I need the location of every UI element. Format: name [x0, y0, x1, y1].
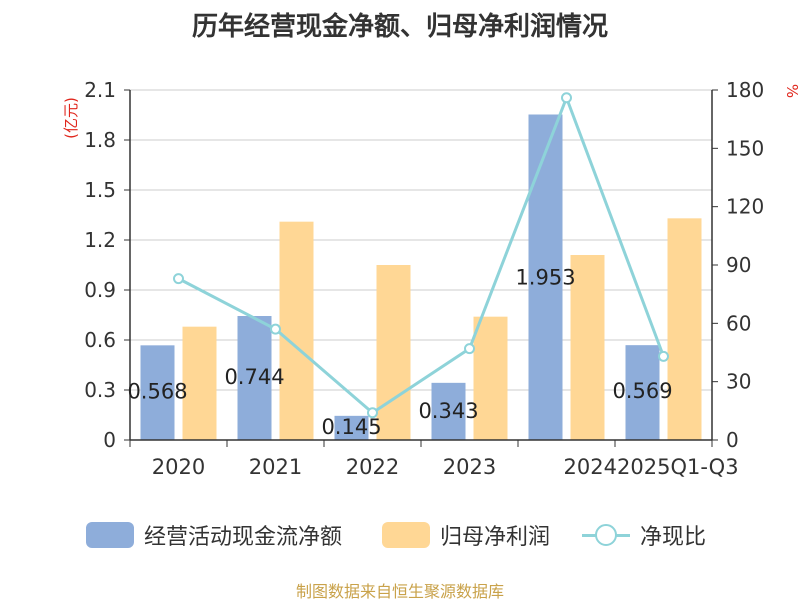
- legend: 经营活动现金流净额 归母净利润 净现比: [0, 515, 800, 555]
- right-tick-label: 90: [726, 253, 751, 277]
- left-tick-label: 1.5: [84, 178, 116, 202]
- left-tick-label: 2.1: [84, 78, 116, 102]
- right-tick-label: 180: [726, 78, 764, 102]
- x-tick-label: 2023: [443, 455, 496, 479]
- ratio-line: [173, 92, 669, 419]
- legend-swatch-cashflow: [86, 522, 134, 548]
- cashflow-value-label: 0.569: [612, 379, 672, 403]
- x-tick-label: 2025Q1-Q3: [617, 455, 739, 479]
- net-profit-bar: [570, 255, 605, 440]
- right-tick-label: 0: [726, 428, 739, 452]
- legend-item-cashflow[interactable]: 经营活动现金流净额: [86, 515, 342, 555]
- left-tick-label: 0: [103, 428, 116, 452]
- left-tick-label: 1.2: [84, 228, 116, 252]
- left-tick-label: 1.8: [84, 128, 116, 152]
- cashflow-bar: [528, 114, 563, 440]
- x-tick-label: 2022: [346, 455, 399, 479]
- cashflow-value-label: 0.343: [418, 399, 478, 423]
- bars: [140, 114, 702, 440]
- legend-label-ratio: 净现比: [640, 525, 707, 550]
- net-profit-bar: [182, 326, 217, 440]
- cashflow-bar: [237, 316, 272, 440]
- net-profit-bar: [667, 218, 702, 440]
- ratio-point: [270, 323, 281, 335]
- ratio-point: [173, 273, 184, 285]
- cashflow-value-label: 0.145: [321, 415, 381, 439]
- chart-title: 历年经营现金净额、归母净利润情况: [191, 12, 608, 42]
- legend-swatch-net-profit: [382, 522, 430, 548]
- left-axis-unit: (亿元): [62, 97, 80, 139]
- ratio-point: [367, 407, 378, 419]
- cashflow-bar: [431, 382, 466, 440]
- cashflow-bar: [140, 345, 175, 440]
- cashflow-value-label: 0.568: [127, 379, 187, 403]
- right-tick-label: 30: [726, 370, 751, 394]
- data-labels: 0.568 0.744 0.145 0.343 1.953 0.569: [127, 266, 672, 440]
- x-tick-label: 2024: [564, 455, 617, 479]
- cashflow-bar: [625, 345, 660, 440]
- right-tick-label: 60: [726, 311, 751, 335]
- ratio-point: [658, 350, 669, 362]
- left-tick-label: 0.3: [84, 378, 116, 402]
- axes: 0 0.3 0.6 0.9 1.2 1.5 1.8 2.1 0 30 60 90 120 150 180 (亿…: [62, 78, 800, 479]
- legend-label-cashflow: 经营活动现金流净额: [144, 525, 343, 550]
- grid-lines: [130, 89, 712, 391]
- ratio-point: [464, 343, 475, 355]
- left-tick-label: 0.6: [84, 328, 116, 352]
- cashflow-value-label: 0.744: [224, 365, 284, 389]
- net-profit-bar: [376, 265, 411, 440]
- cashflow-value-label: 1.953: [515, 266, 575, 290]
- right-tick-label: 120: [726, 195, 764, 219]
- legend-item-net-profit[interactable]: 归母净利润: [382, 515, 550, 555]
- ratio-line-path: [177, 93, 665, 415]
- legend-item-ratio[interactable]: 净现比: [582, 515, 706, 555]
- legend-swatch-ratio: [582, 522, 630, 548]
- source-note: 制图数据来自恒生聚源数据库: [295, 582, 504, 601]
- chart-area: 0 0.3 0.6 0.9 1.2 1.5 1.8 2.1 0 30 60 90 120 150 180 (亿…: [62, 78, 800, 479]
- ratio-point: [561, 92, 572, 104]
- left-tick-label: 0.9: [84, 278, 116, 302]
- right-axis-unit: %: [783, 84, 800, 98]
- legend-label-net-profit: 归母净利润: [440, 525, 551, 550]
- cashflow-bar: [334, 415, 369, 440]
- x-tick-label: 2020: [152, 455, 205, 479]
- net-profit-bar: [279, 221, 314, 440]
- net-profit-bar: [473, 316, 508, 440]
- right-tick-label: 150: [726, 136, 764, 160]
- x-tick-label: 2021: [249, 455, 302, 479]
